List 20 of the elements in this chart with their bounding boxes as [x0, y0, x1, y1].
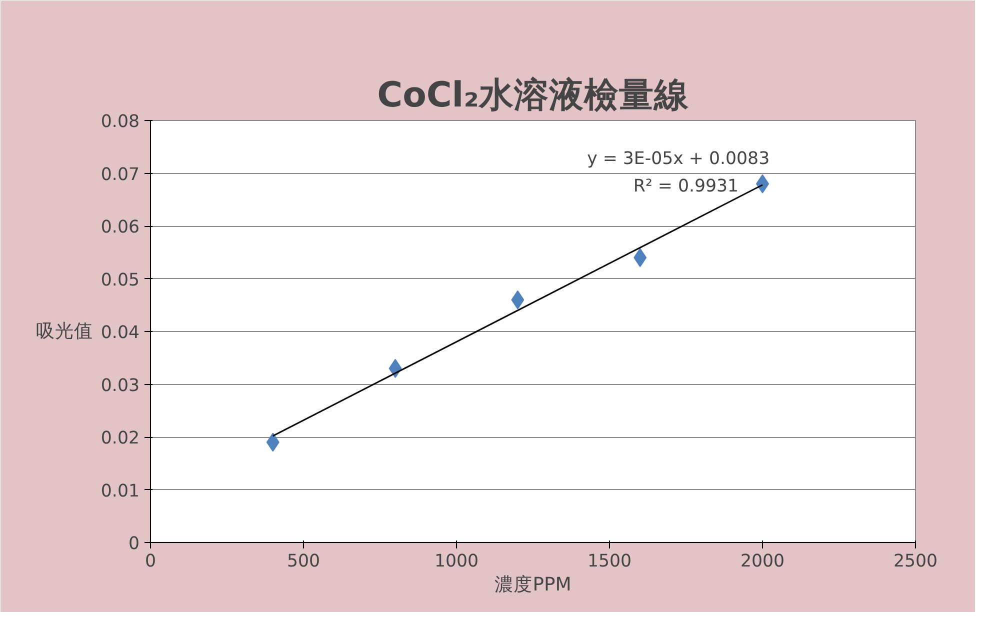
- x-tick-label: 2500: [893, 552, 938, 572]
- annotation: y = 3E-05x + 0.0083: [587, 149, 770, 170]
- chart-title: CoCl₂水溶液檢量線: [377, 76, 690, 116]
- y-tick-label: 0.04: [100, 323, 140, 343]
- x-tick-label: 1500: [587, 552, 632, 572]
- x-tick-label: 2000: [740, 552, 785, 572]
- y-tick-label: 0.08: [100, 112, 140, 132]
- annotation: R² = 0.9931: [633, 176, 739, 196]
- y-tick-label: 0.01: [100, 481, 140, 502]
- x-tick-label: 0: [144, 552, 156, 572]
- x-axis-title: 濃度PPM: [494, 574, 572, 596]
- y-tick-label: 0: [128, 534, 140, 554]
- y-tick-label: 0.05: [100, 270, 140, 290]
- x-tick-label: 500: [286, 552, 320, 572]
- y-tick-label: 0.06: [100, 218, 140, 238]
- x-tick-label: 1000: [434, 552, 479, 572]
- y-axis-title: 吸光值: [36, 321, 93, 342]
- y-tick-label: 0.03: [100, 376, 140, 396]
- y-tick-label: 0.02: [100, 428, 140, 448]
- y-tick-label: 0.07: [100, 164, 140, 185]
